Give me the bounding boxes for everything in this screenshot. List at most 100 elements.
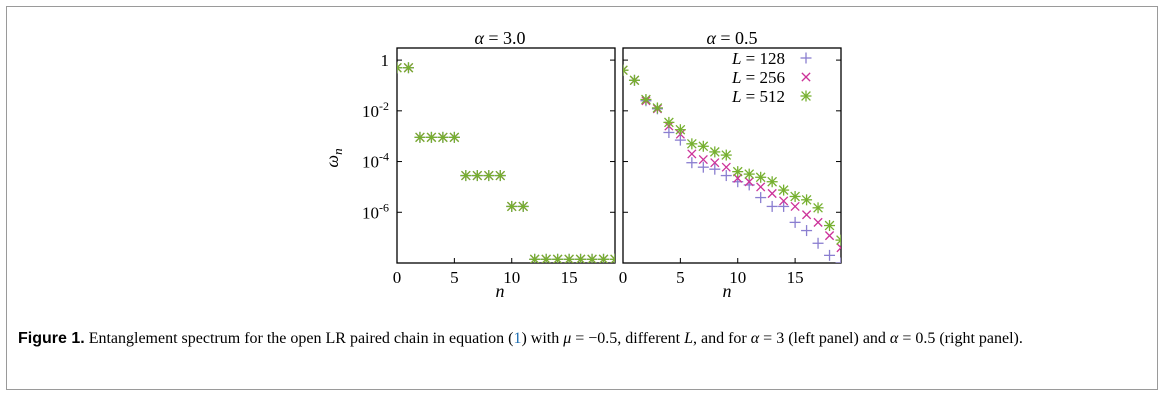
x-tick-label: 5 <box>450 268 459 287</box>
data-point <box>789 216 801 228</box>
legend: L = 128 L = 256 L = 512 <box>731 49 812 106</box>
x-tick-label: 15 <box>561 268 578 287</box>
data-point <box>697 161 709 173</box>
data-point <box>812 202 824 214</box>
data-point <box>552 253 564 263</box>
data-point <box>732 166 744 178</box>
y-tick-label: 10-4 <box>362 150 389 172</box>
data-point <box>540 253 552 263</box>
data-point <box>687 149 697 159</box>
data-point <box>471 170 483 182</box>
data-point <box>790 201 800 212</box>
data-point <box>756 182 766 192</box>
data-point <box>801 194 813 206</box>
x-tick-label: 0 <box>619 268 628 287</box>
caption-l: L <box>684 330 693 347</box>
x-tick-label: 0 <box>393 268 402 287</box>
panel-0-marks <box>397 62 615 263</box>
data-point <box>686 157 698 169</box>
equation-reference-link[interactable]: 1 <box>513 330 522 347</box>
legend-label-l512: L = 512 <box>731 87 785 106</box>
data-point <box>767 188 777 199</box>
data-point <box>720 149 732 161</box>
data-point <box>460 170 472 182</box>
data-point <box>609 253 615 263</box>
legend-marker <box>801 72 811 82</box>
data-point <box>517 200 529 212</box>
data-point <box>778 184 790 196</box>
data-point <box>663 126 675 138</box>
y-axis-symbol: ω <box>322 155 342 168</box>
data-point <box>575 253 587 263</box>
data-point <box>628 74 640 86</box>
left-panel-title: α = 3.0 <box>474 28 525 48</box>
panel-1-marks <box>623 64 841 263</box>
x-tick-label: 5 <box>676 268 685 287</box>
data-point <box>494 170 506 182</box>
caption-mu-value: = −0.5, different <box>571 330 685 347</box>
left-panel-frame <box>396 47 616 264</box>
caption-text-1: Entanglement spectrum for the open LR pa… <box>84 330 514 347</box>
caption-alpha-1-value: = 3 (left panel) and <box>759 330 890 347</box>
legend-marker <box>800 52 812 64</box>
data-point <box>709 146 721 158</box>
data-point <box>483 170 495 182</box>
legend-label-l256: L = 256 <box>731 68 785 87</box>
data-point <box>506 200 518 212</box>
x-tick-label: 10 <box>729 268 746 287</box>
data-point <box>686 138 698 150</box>
data-point <box>674 134 686 146</box>
right-panel-frame <box>622 47 842 264</box>
data-point <box>766 176 778 188</box>
data-point <box>801 225 813 237</box>
right-title-symbol: α <box>706 28 716 48</box>
data-point <box>663 116 675 128</box>
data-point <box>755 192 767 204</box>
figure-frame <box>6 6 1158 390</box>
data-point <box>836 243 841 253</box>
data-point <box>824 231 835 241</box>
left-title-symbol: α <box>474 28 484 48</box>
data-point <box>437 131 449 143</box>
left-title-value: = 3.0 <box>488 28 525 48</box>
y-tick-label: 1 <box>381 51 390 70</box>
caption-alpha-1: α <box>750 330 760 347</box>
left-x-axis-label: n <box>496 281 505 301</box>
data-point <box>623 64 629 76</box>
data-point <box>813 217 823 227</box>
data-point <box>425 131 437 143</box>
legend-marker <box>800 90 812 102</box>
data-point <box>801 210 812 220</box>
caption-text-3: , and for <box>693 330 751 347</box>
right-panel-title: α = 0.5 <box>706 28 757 48</box>
data-point <box>789 190 801 202</box>
data-point <box>698 154 708 165</box>
data-point <box>448 131 460 143</box>
right-title-value: = 0.5 <box>720 28 757 48</box>
y-tick-label: 10-6 <box>362 200 389 222</box>
data-point <box>835 257 841 263</box>
x-tick-label: 15 <box>787 268 804 287</box>
data-point <box>397 62 403 74</box>
data-point <box>586 253 598 263</box>
figure-caption: Figure 1. Entanglement spectrum for the … <box>18 327 1143 350</box>
data-point <box>721 162 731 172</box>
y-axis-subscript: n <box>330 148 345 155</box>
data-point <box>835 234 841 246</box>
data-point <box>779 196 789 206</box>
data-point <box>640 93 652 105</box>
data-point <box>824 220 836 232</box>
data-point <box>651 102 663 114</box>
data-point <box>720 170 732 182</box>
caption-label: Figure 1. <box>18 330 85 347</box>
caption-alpha-2-value: = 0.5 (right panel). <box>898 330 1023 347</box>
caption-mu: μ <box>563 330 572 347</box>
data-point <box>414 131 426 143</box>
y-tick-label: 10-2 <box>362 99 389 121</box>
data-point <box>733 173 743 183</box>
data-point <box>529 253 541 263</box>
data-point <box>674 124 686 136</box>
data-point <box>766 200 778 212</box>
data-point <box>743 168 755 180</box>
legend-label-l128: L = 128 <box>731 49 785 68</box>
